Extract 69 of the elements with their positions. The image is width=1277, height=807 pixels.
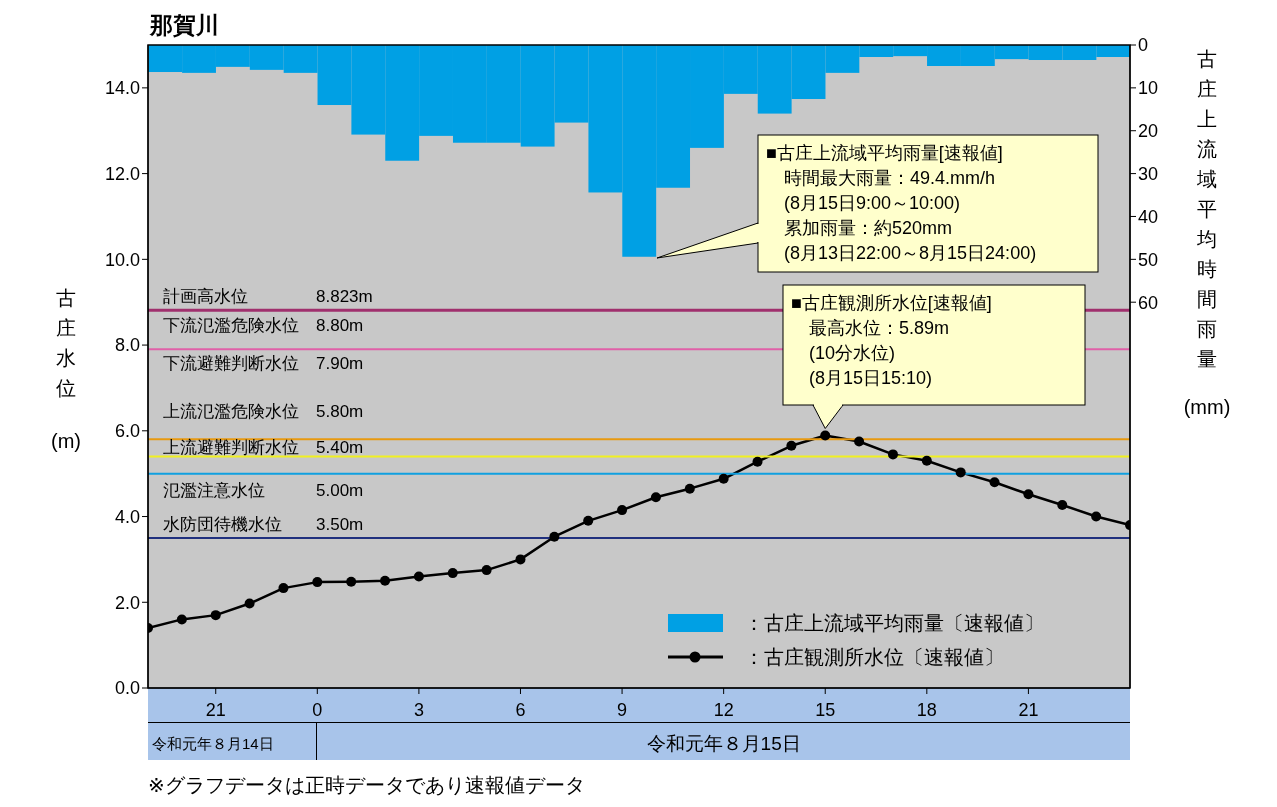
point [583, 515, 594, 526]
point [515, 554, 526, 565]
annotation: ■古庄上流域平均雨量[速報値] 時間最大雨量：49.4.mm/h (8月15日9:00～10:00) 累加雨量：約520mm (8月13日22:00～8月15日24:00) [766, 143, 1037, 263]
legend-label: ：古庄上流域平均雨量〔速報値〕 [744, 610, 1044, 636]
point [447, 568, 458, 579]
text: ※グラフデータは正時データであり速報値データ [148, 774, 585, 796]
point [1057, 499, 1068, 510]
point [413, 571, 424, 582]
point [380, 575, 391, 586]
x-tick-label: 0 [312, 700, 323, 720]
point [989, 477, 1000, 488]
point [346, 576, 357, 587]
ref-line-label: 氾濫注意水位 5.00m [163, 480, 364, 500]
x-tick-label: 18 [916, 700, 937, 720]
y2-tick-label: 50 [1138, 249, 1159, 270]
point [1023, 489, 1034, 500]
x-tick-label: 21 [1018, 700, 1039, 720]
point [786, 440, 797, 451]
ref-line-label: 計画高水位 8.823m [163, 286, 373, 306]
point [278, 583, 289, 594]
point [481, 565, 492, 576]
y-tick-label: 6.0 [114, 421, 140, 442]
text: 古庄水位(m) [51, 287, 81, 452]
point [312, 577, 323, 588]
ref-line-label: 上流避難判断水位 5.40m [163, 437, 364, 457]
point [921, 455, 932, 466]
point [752, 456, 763, 467]
text: 古庄上流域平均時間雨量(mm) [1183, 48, 1231, 418]
y-tick-label: 10.0 [104, 249, 140, 270]
x-tick-label: 12 [713, 700, 734, 720]
y2-tick-label: 10 [1138, 78, 1159, 99]
x-tick-label: 9 [617, 700, 628, 720]
ref-line-label: 上流氾濫危険水位 5.80m [163, 402, 364, 422]
point [718, 473, 729, 484]
y-tick-label: 8.0 [114, 335, 140, 356]
point [820, 430, 831, 441]
point [887, 449, 898, 460]
chart-title: 那賀川 [149, 12, 219, 38]
text: 令和元年８月15日 [646, 733, 801, 754]
point [244, 598, 255, 609]
point [210, 610, 221, 621]
x-tick-label: 21 [205, 700, 226, 720]
ref-line-label: 下流氾濫危険水位 8.80m [163, 315, 364, 335]
point [617, 505, 628, 516]
y2-tick-label: 20 [1138, 121, 1159, 142]
x-tick-label: 3 [413, 700, 424, 720]
y2-tick-label: 60 [1138, 292, 1159, 313]
y2-tick-label: 0 [1138, 35, 1149, 56]
legend-label: ：古庄観測所水位〔速報値〕 [744, 644, 1004, 670]
ref-line-label: 水防団待機水位 3.50m [163, 514, 364, 534]
y-tick-label: 4.0 [114, 506, 140, 527]
y2-tick-label: 40 [1138, 206, 1159, 227]
y2-tick-label: 30 [1138, 163, 1159, 184]
point [549, 531, 560, 542]
annotation: ■古庄観測所水位[速報値] 最高水位：5.89m (10分水位) (8月15日15:10) [791, 293, 992, 388]
y-tick-label: 2.0 [114, 592, 140, 613]
point [176, 614, 187, 625]
ref-line-label: 下流避難判断水位 7.90m [163, 354, 364, 374]
x-tick-label: 6 [515, 700, 526, 720]
point [955, 467, 966, 478]
point [1091, 511, 1102, 522]
point [684, 483, 695, 494]
text: 令和元年８月14日 [152, 735, 274, 752]
x-tick-label: 15 [815, 700, 836, 720]
point [650, 492, 661, 503]
y-tick-label: 0.0 [114, 678, 140, 699]
y-tick-label: 14.0 [104, 78, 140, 99]
point [854, 436, 865, 447]
y-tick-label: 12.0 [104, 163, 140, 184]
